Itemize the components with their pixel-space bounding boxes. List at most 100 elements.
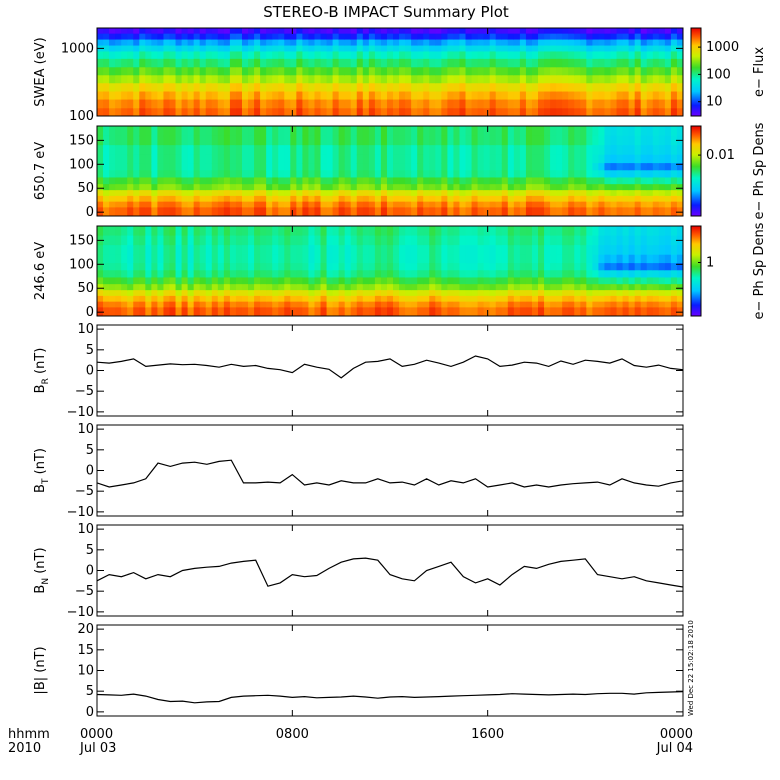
swea-cell [622,28,630,35]
pad650-cell [332,126,340,137]
swea-cell [139,75,146,84]
pad246-cell [628,254,636,264]
pad246-cell [211,307,219,316]
pad246-cell [453,301,461,308]
pad650-cell [435,177,442,185]
pad246-cell [127,295,134,303]
swea-cell [598,67,606,76]
pad246-cell [350,290,358,297]
swea-cell [538,58,545,68]
pad650-cell [393,154,400,164]
pad246-cell [374,284,382,291]
pad246-cell [302,301,310,308]
pad650-cell [399,163,406,171]
pad650-cell [121,135,128,146]
swea-cell [531,83,539,93]
pad650-cell [362,154,370,164]
pad650-cell [538,170,545,179]
pad650-cell [278,145,285,156]
swea-cell [676,99,683,109]
pad650-cell [453,195,461,203]
pad650-cell [121,195,128,203]
swea-cell [169,58,177,68]
pad650-cell [223,201,231,208]
pad246-cell [544,277,551,285]
pad246-cell [338,254,346,264]
pad246-cell [435,290,442,297]
swea-cell [272,91,279,101]
pad650-cell [241,207,249,216]
pad246-cell [151,295,159,303]
pad650-cell [483,177,491,185]
pad650-cell [290,163,297,171]
pad246-cell [640,263,648,271]
pad650-cell [241,201,249,208]
swea-cell [676,67,683,76]
swea-cell [531,28,539,35]
pad650-cell [658,184,666,191]
pad246-cell [181,263,189,271]
swea-cell [127,99,134,109]
swea-cell [362,28,370,35]
pad650-cell [350,154,358,164]
pad246-cell [127,263,134,271]
pad246-cell [266,235,273,246]
swea-cell [544,39,551,47]
swea-cell [634,91,642,101]
pad650-cell [604,145,612,156]
pad650-cell [399,145,406,156]
pad246-cell [314,226,322,237]
pad246-cell [495,235,503,246]
swea-cell [489,99,497,109]
pad246-cell [501,290,509,297]
pad246-cell [169,307,177,316]
pad246-cell [465,226,473,237]
swea-cell [531,75,539,84]
pad246-cell [254,290,261,297]
pad246-cell [399,307,406,316]
pad650-cell [326,145,334,156]
pad650-cell [223,163,231,171]
swea-cell [229,108,237,116]
pad650-cell [97,201,104,208]
swea-cell [320,45,328,53]
swea-cell [338,67,346,76]
pad246-cell [338,226,346,237]
swea-cell [163,39,171,47]
swea-cell [519,83,527,93]
pad246-cell [513,277,521,285]
swea-cell [465,33,473,41]
pad246-cell [483,254,491,264]
swea-cell [670,51,678,60]
swea-cell [574,51,581,60]
swea-cell [115,75,122,84]
pad650-cell [399,195,406,203]
swea-cell [598,75,606,84]
swea-cell [592,28,600,35]
pad650-cell [489,163,497,171]
swea-cell [223,99,231,109]
pad246-cell [405,226,412,237]
pad650-cell [646,170,654,179]
swea-cell [314,33,322,41]
pad650-cell [103,145,110,156]
pad246-ylabel: 246.6 eV [33,242,48,300]
pad650-cell [205,170,213,179]
pad650-cell [393,177,400,185]
pad246-cell [145,277,152,285]
swea-cell [235,45,243,53]
pad650-cell [278,135,285,146]
pad246-cell [308,263,316,271]
pad246-cell [501,295,509,303]
pad246-cell [447,254,455,264]
swea-cell [495,67,503,76]
pad650-cell [260,195,267,203]
swea-cell [229,75,237,84]
pad650-cell [145,201,152,208]
swea-cell [640,33,648,41]
pad650-cell [175,177,183,185]
pad246-cell [604,270,612,279]
pad650-cell [658,145,666,156]
pad650-cell [380,184,388,191]
pad650-cell [574,177,581,185]
